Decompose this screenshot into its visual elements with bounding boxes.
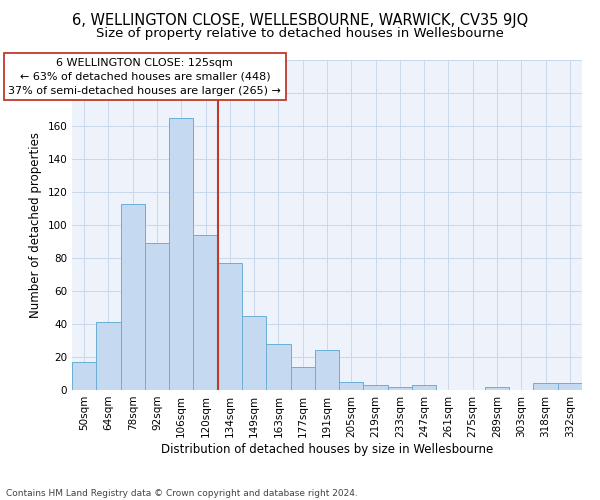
Bar [96,322,121,390]
Bar [412,385,436,390]
Bar [169,118,193,390]
Bar [533,384,558,390]
Bar [485,386,509,390]
Bar [315,350,339,390]
Bar [388,386,412,390]
Y-axis label: Number of detached properties: Number of detached properties [29,132,42,318]
Bar [72,362,96,390]
Bar [290,367,315,390]
Bar [145,243,169,390]
Bar [364,385,388,390]
Bar [339,382,364,390]
Text: Size of property relative to detached houses in Wellesbourne: Size of property relative to detached ho… [96,28,504,40]
Bar [193,235,218,390]
X-axis label: Distribution of detached houses by size in Wellesbourne: Distribution of detached houses by size … [161,442,493,456]
Bar [558,384,582,390]
Text: Contains HM Land Registry data © Crown copyright and database right 2024.: Contains HM Land Registry data © Crown c… [6,488,358,498]
Text: 6, WELLINGTON CLOSE, WELLESBOURNE, WARWICK, CV35 9JQ: 6, WELLINGTON CLOSE, WELLESBOURNE, WARWI… [72,12,528,28]
Bar [242,316,266,390]
Bar [121,204,145,390]
Text: 6 WELLINGTON CLOSE: 125sqm
← 63% of detached houses are smaller (448)
37% of sem: 6 WELLINGTON CLOSE: 125sqm ← 63% of deta… [8,58,281,96]
Bar [266,344,290,390]
Bar [218,263,242,390]
